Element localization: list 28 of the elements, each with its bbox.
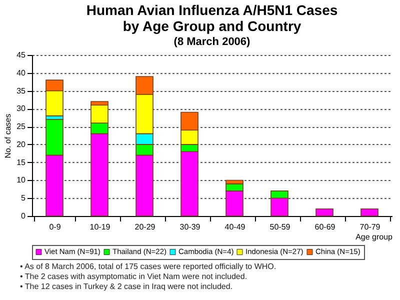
- x-tick-label: 50-59: [270, 222, 291, 232]
- y-tick-label: 25: [16, 122, 26, 132]
- y-tick-label: 35: [16, 86, 26, 96]
- x-tick-label: 70-79: [360, 222, 381, 232]
- text: • The 2 cases with asymptomatic in Viet Nam were not included.: [20, 272, 248, 282]
- y-tick-label: 10: [16, 176, 26, 185]
- bar: [360, 208, 378, 216]
- bar: [316, 208, 334, 216]
- text: Human Avian Influenza A/H5N1 Cases: [86, 2, 338, 18]
- x-tick-label: 0-9: [49, 222, 62, 232]
- y-tick-label: 20: [16, 140, 26, 149]
- y-tick-label: 0: [21, 212, 26, 220]
- y-tick-label: 30: [16, 104, 26, 114]
- y-tick-label: 45: [16, 50, 26, 60]
- x-tick-label: 20-29: [134, 222, 156, 232]
- text: • The 12 cases in Turkey & 2 case in Iraq were not included.: [20, 282, 234, 292]
- x-tick-label: 40-49: [224, 222, 246, 232]
- text: by Age Group and Country: [122, 18, 302, 34]
- y-axis-title: No. of cases: [4, 114, 13, 158]
- y-tick-label: 40: [16, 68, 26, 78]
- chart-subtitle: (8 March 2006): [174, 36, 251, 48]
- x-tick-label: 30-39: [180, 222, 201, 232]
- x-tick-label: 10-19: [90, 222, 111, 232]
- y-tick-label: 15: [16, 158, 26, 167]
- x-axis-title: Age group: [356, 232, 394, 242]
- x-tick-label: 60-69: [314, 222, 336, 232]
- text: • As of 8 March 2006, total of 175 cases were reported officially to WHO.: [20, 262, 278, 272]
- y-tick-label: 5: [21, 194, 26, 203]
